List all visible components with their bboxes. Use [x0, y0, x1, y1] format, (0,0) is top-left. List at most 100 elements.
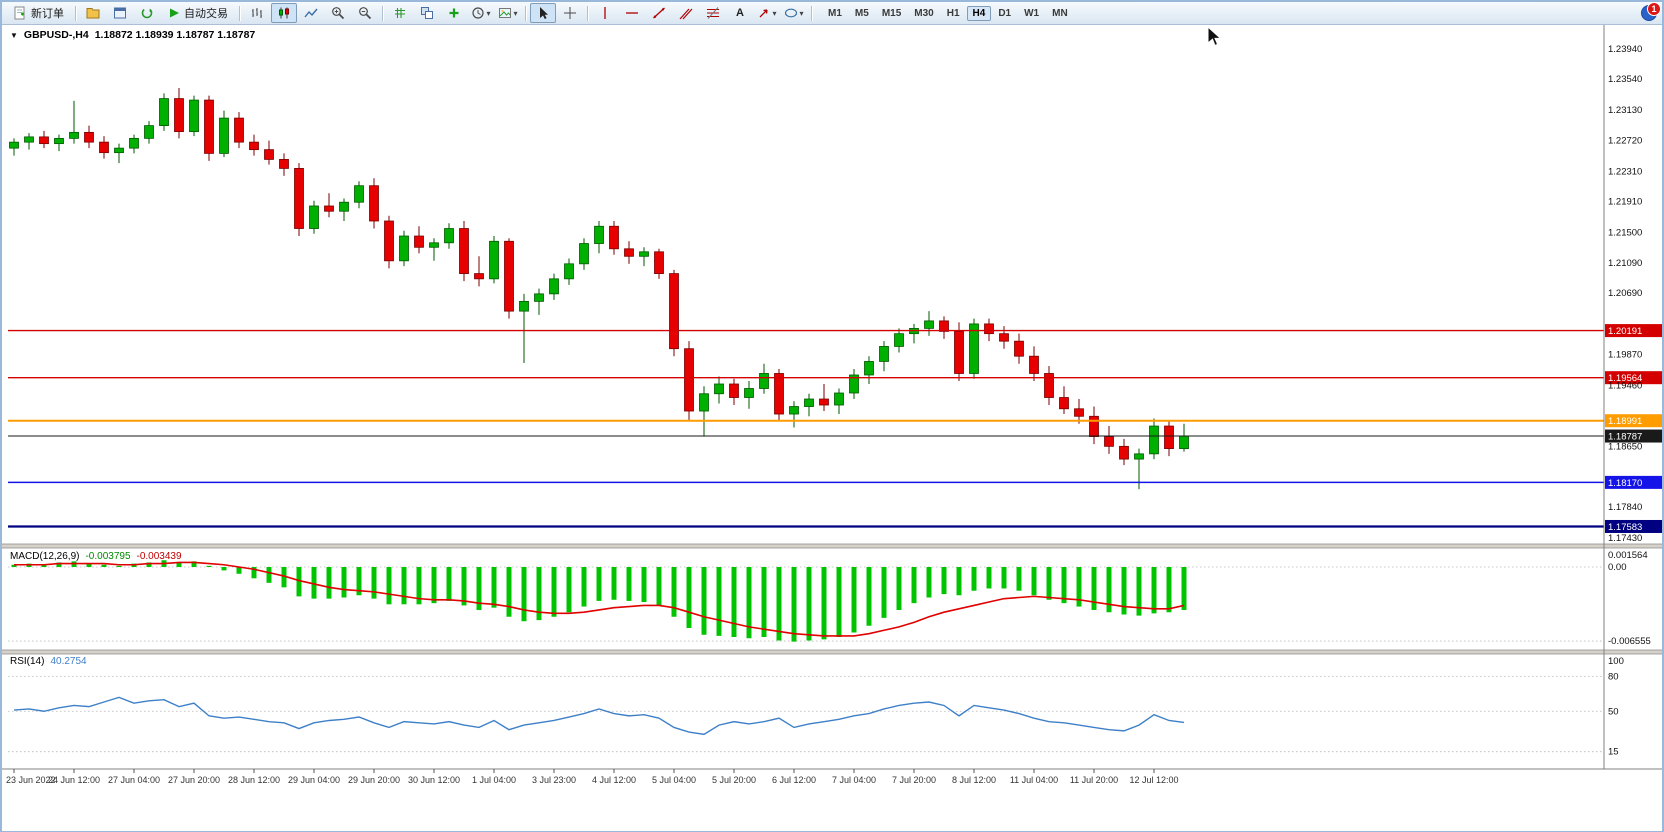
- svg-text:4 Jul 12:00: 4 Jul 12:00: [592, 775, 636, 785]
- svg-text:100: 100: [1608, 656, 1624, 667]
- zoom-out-icon: [359, 7, 372, 20]
- chart-ohlc-label: 1.18872 1.18939 1.18787 1.18787: [94, 29, 256, 41]
- zoom-in-icon: [332, 7, 345, 20]
- new-order-label: 新订单: [31, 8, 64, 20]
- charts-profile-icon: [86, 8, 100, 19]
- svg-text:1.21500: 1.21500: [1608, 227, 1642, 238]
- new-order-icon: [14, 6, 25, 20]
- timeframe-button-M5[interactable]: M5: [854, 7, 869, 19]
- grid-icon: [395, 8, 405, 18]
- vertical-line-icon: [604, 7, 606, 19]
- toolbar-separator: [811, 5, 812, 21]
- timeframe-button-W1[interactable]: W1: [1024, 7, 1040, 19]
- svg-text:1.20690: 1.20690: [1608, 288, 1642, 299]
- periods-button[interactable]: ▾: [468, 3, 494, 23]
- svg-text:1.21090: 1.21090: [1608, 258, 1642, 269]
- notification-badge: 1: [1647, 2, 1661, 16]
- timeframe-button-M30[interactable]: M30: [914, 7, 934, 19]
- svg-text:11 Jul 20:00: 11 Jul 20:00: [1070, 775, 1118, 785]
- timeframe-button-H1[interactable]: H1: [946, 7, 960, 19]
- timeframe-button-MN[interactable]: MN: [1052, 7, 1068, 19]
- new-order-button[interactable]: 新订单: [6, 3, 71, 23]
- charts-profile-button[interactable]: [80, 3, 106, 23]
- pane-dividers: [2, 25, 1662, 770]
- rsi-name: RSI(14): [10, 656, 45, 667]
- indicators-icon: [449, 8, 459, 18]
- auto-trading-label: 自动交易: [184, 8, 228, 20]
- main-toolbar: 新订单 自动交易: [2, 2, 1662, 25]
- shapes-tool-button[interactable]: ▾: [781, 3, 807, 23]
- arrows-tool-button[interactable]: ▾: [754, 3, 780, 23]
- bar-chart-button[interactable]: [244, 3, 270, 23]
- svg-text:1.22310: 1.22310: [1608, 166, 1642, 177]
- level-lines: [8, 329, 1604, 528]
- svg-text:1.18787: 1.18787: [1608, 432, 1642, 443]
- macd-main-value: -0.003795: [85, 551, 131, 562]
- svg-text:1.18991: 1.18991: [1608, 416, 1642, 427]
- indicators-button[interactable]: [441, 3, 467, 23]
- macd-name: MACD(12,26,9): [10, 551, 80, 562]
- chart-symbol-label: GBPUSD-,H4: [23, 29, 89, 41]
- crosshair-icon: [564, 7, 576, 19]
- text-tool-button[interactable]: A: [727, 3, 753, 23]
- svg-text:15: 15: [1608, 747, 1619, 758]
- horizontal-line-tool-button[interactable]: [619, 3, 645, 23]
- line-chart-icon: [304, 8, 318, 18]
- svg-text:7 Jul 04:00: 7 Jul 04:00: [832, 775, 876, 785]
- trendline-tool-button[interactable]: [646, 3, 672, 23]
- svg-text:1.19460: 1.19460: [1608, 380, 1642, 391]
- svg-text:30 Jun 12:00: 30 Jun 12:00: [408, 775, 460, 785]
- dropdown-caret-icon: ▾: [486, 8, 491, 18]
- toolbar-separator: [382, 5, 383, 21]
- collapse-arrow-icon[interactable]: ▼: [10, 30, 18, 40]
- horizontal-line-icon: [626, 12, 638, 14]
- crosshair-tool-button[interactable]: [557, 3, 583, 23]
- mouse-cursor: [1207, 25, 1222, 47]
- svg-text:1.23540: 1.23540: [1608, 74, 1642, 85]
- toolbar-separator: [239, 5, 240, 21]
- timeframe-button-D1[interactable]: D1: [998, 7, 1012, 19]
- svg-text:1.21910: 1.21910: [1608, 196, 1642, 207]
- cursor-tool-button[interactable]: [530, 3, 556, 23]
- timeframe-toolbar: M1 M5 M15 M30 H1 H4 D1 W1 MN: [822, 5, 1074, 21]
- line-chart-button[interactable]: [298, 3, 324, 23]
- auto-trading-button[interactable]: 自动交易: [161, 3, 235, 23]
- data-window-button[interactable]: [107, 3, 133, 23]
- svg-text:1.17430: 1.17430: [1608, 533, 1642, 544]
- bar-chart-icon: [252, 8, 262, 18]
- arrows-icon: [760, 9, 769, 18]
- chart-canvas[interactable]: 1.20191 1.19564 1.18991 1.18787 1.18170 1.175…: [2, 25, 1662, 831]
- dropdown-caret-icon: ▾: [772, 8, 777, 18]
- macd-signal-value: -0.003439: [136, 551, 182, 562]
- zoom-out-button[interactable]: [352, 3, 378, 23]
- timeframe-button-H4[interactable]: H4: [966, 5, 992, 21]
- svg-text:6 Jul 12:00: 6 Jul 12:00: [772, 775, 816, 785]
- svg-text:1.22720: 1.22720: [1608, 136, 1642, 147]
- svg-text:0.00: 0.00: [1608, 562, 1627, 573]
- fibonacci-tool-button[interactable]: [700, 3, 726, 23]
- zoom-in-button[interactable]: [325, 3, 351, 23]
- channel-tool-button[interactable]: [673, 3, 699, 23]
- svg-text:1.18170: 1.18170: [1608, 478, 1642, 489]
- svg-text:28 Jun 12:00: 28 Jun 12:00: [228, 775, 280, 785]
- macd-pane: [11, 560, 1187, 642]
- vertical-line-tool-button[interactable]: [592, 3, 618, 23]
- timeframe-button-M1[interactable]: M1: [828, 7, 842, 19]
- svg-text:1.19564: 1.19564: [1608, 373, 1642, 384]
- svg-text:1.20191: 1.20191: [1608, 326, 1642, 337]
- tile-windows-button[interactable]: [414, 3, 440, 23]
- notifications-button[interactable]: 1: [1640, 2, 1661, 22]
- svg-text:1.17840: 1.17840: [1608, 502, 1642, 513]
- svg-text:5 Jul 20:00: 5 Jul 20:00: [712, 775, 756, 785]
- svg-text:1.19870: 1.19870: [1608, 350, 1642, 361]
- svg-text:1.17583: 1.17583: [1608, 522, 1642, 533]
- templates-button[interactable]: ▾: [495, 3, 521, 23]
- svg-text:23 Jun 2022: 23 Jun 2022: [6, 775, 56, 785]
- refresh-button[interactable]: [134, 3, 160, 23]
- timeframe-button-M15[interactable]: M15: [881, 7, 902, 19]
- chart-title: ▼ GBPUSD-,H4 1.18872 1.18939 1.18787 1.1…: [10, 29, 255, 41]
- svg-text:80: 80: [1608, 672, 1619, 683]
- grid-button[interactable]: [387, 3, 413, 23]
- candlestick-button[interactable]: [271, 3, 297, 23]
